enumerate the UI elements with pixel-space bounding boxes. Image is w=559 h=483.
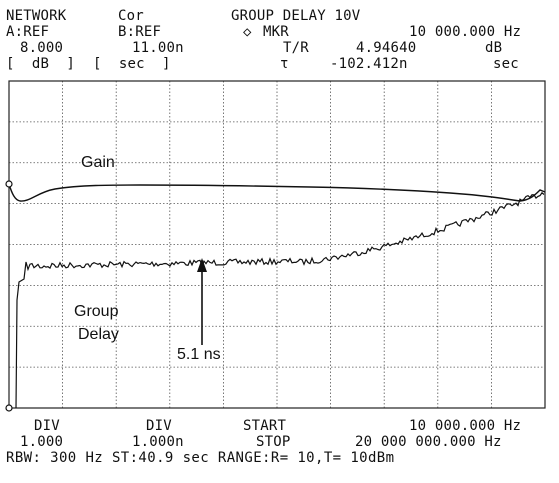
marker-diamond-icon: ◇ bbox=[243, 24, 252, 40]
delay-arrow-head bbox=[197, 258, 207, 272]
group-label: Group bbox=[74, 303, 119, 320]
tr-label: T/R bbox=[283, 40, 309, 56]
instrument-mode: NETWORK bbox=[6, 8, 67, 24]
gain-reference-marker bbox=[5, 180, 13, 188]
graticule bbox=[9, 81, 545, 408]
gain-trace bbox=[8, 183, 546, 202]
delay-reference-marker bbox=[5, 404, 13, 412]
b-unit-bracket: [ sec ] bbox=[93, 56, 171, 72]
delay-marker-label: 5.1 ns bbox=[177, 346, 221, 363]
marker-label: MKR bbox=[263, 24, 289, 40]
a-unit-bracket: [ dB ] bbox=[6, 56, 76, 72]
status-line: RBW: 300 Hz ST:40.9 sec RANGE:R= 10,T= 1… bbox=[6, 450, 395, 466]
tr-unit: dB bbox=[485, 40, 503, 56]
stop-label: STOP bbox=[256, 434, 291, 450]
measurement-title: GROUP DELAY 10V bbox=[231, 8, 361, 24]
div-b-value: 1.000n bbox=[132, 434, 184, 450]
channel-b-ref: B:REF bbox=[118, 24, 162, 40]
marker-frequency: 10 000.000 Hz bbox=[409, 24, 522, 40]
delay-label: Delay bbox=[78, 326, 119, 343]
channel-a-ref: A:REF bbox=[6, 24, 50, 40]
div-b-label: DIV bbox=[146, 418, 172, 434]
b-scale-value: 11.00n bbox=[132, 40, 184, 56]
correction-indicator: Cor bbox=[118, 8, 144, 24]
tau-unit: sec bbox=[493, 56, 519, 72]
start-value: 10 000.000 Hz bbox=[409, 418, 522, 434]
start-label: START bbox=[243, 418, 287, 434]
tr-value: 4.94640 bbox=[356, 40, 417, 56]
gain-label: Gain bbox=[81, 154, 115, 171]
div-a-value: 1.000 bbox=[20, 434, 64, 450]
graticule-border bbox=[8, 80, 546, 409]
stop-value: 20 000 000.000 Hz bbox=[355, 434, 502, 450]
div-a-label: DIV bbox=[34, 418, 60, 434]
tau-value: -102.412n bbox=[330, 56, 408, 72]
a-scale-value: 8.000 bbox=[20, 40, 64, 56]
group-delay-trace bbox=[15, 191, 545, 409]
tau-symbol: τ bbox=[280, 56, 289, 72]
